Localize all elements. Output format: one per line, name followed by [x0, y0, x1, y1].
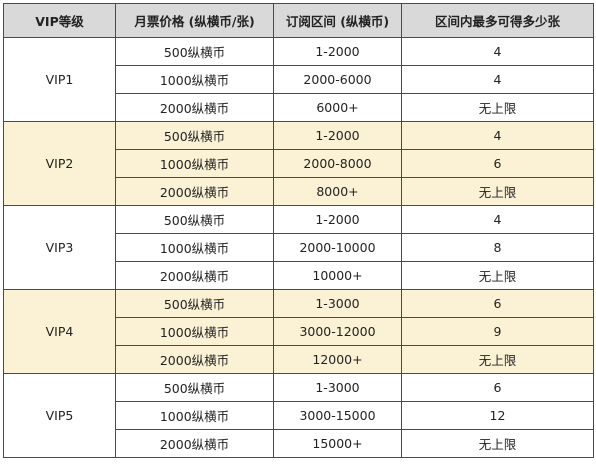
subscription-range-cell: 1-2000 — [273, 121, 402, 150]
table-row: VIP2 500纵横币 1-2000 4 — [3, 121, 594, 206]
table-row: 1000纵横币 2000-6000 4 — [4, 65, 594, 94]
subscription-range-cell: 1-3000 — [273, 289, 402, 318]
table-body: VIP1 500纵横币 1-2000 4 1000纵横币 2000-6000 4 2000纵横… — [3, 37, 594, 458]
ticket-price-cell: 500纵横币 — [115, 289, 274, 318]
ticket-price-cell: 1000纵横币 — [115, 233, 274, 262]
ticket-price-cell: 1000纵横币 — [115, 401, 274, 430]
header-ticket-price: 月票价格 (纵横币/张) — [115, 3, 274, 38]
subscription-range-cell: 2000-8000 — [273, 149, 402, 178]
header-vip-level: VIP等级 — [3, 3, 116, 38]
ticket-price-cell: 1000纵横币 — [115, 317, 274, 346]
ticket-price-cell: 500纵横币 — [115, 205, 274, 234]
header-max-tickets: 区间内最多可得多少张 — [401, 3, 594, 38]
vip-level-cell: VIP1 — [3, 37, 116, 122]
max-tickets-cell: 8 — [401, 233, 594, 262]
subscription-range-cell: 1-2000 — [273, 205, 402, 234]
vip-monthly-ticket-table: VIP等级 月票价格 (纵横币/张) 订阅区间 (纵横币) 区间内最多可得多少张… — [3, 3, 594, 458]
subscription-range-cell: 2000-6000 — [273, 65, 402, 94]
max-tickets-cell: 无上限 — [401, 429, 594, 458]
ticket-price-cell: 500纵横币 — [115, 373, 274, 402]
ticket-price-cell: 1000纵横币 — [115, 149, 274, 178]
max-tickets-cell: 12 — [401, 401, 594, 430]
table-row: VIP1 500纵横币 1-2000 4 — [3, 37, 594, 122]
header-row: VIP等级 月票价格 (纵横币/张) 订阅区间 (纵横币) 区间内最多可得多少张 — [3, 3, 594, 38]
table-row: 2000纵横币 12000+ 无上限 — [4, 345, 594, 374]
subscription-range-cell: 1-2000 — [273, 37, 402, 66]
ticket-price-cell: 2000纵横币 — [115, 177, 274, 206]
vip-level-cell: VIP5 — [3, 373, 116, 458]
table-row: 2000纵横币 15000+ 无上限 — [4, 429, 594, 458]
ticket-price-cell: 500纵横币 — [115, 121, 274, 150]
table-row: VIP3 500纵横币 1-2000 4 — [3, 205, 594, 290]
subscription-range-cell: 1-3000 — [273, 373, 402, 402]
ticket-price-cell: 2000纵横币 — [115, 429, 274, 458]
ticket-price-cell: 2000纵横币 — [115, 93, 274, 122]
max-tickets-cell: 4 — [401, 65, 594, 94]
subscription-range-cell: 3000-15000 — [273, 401, 402, 430]
table-row: 1000纵横币 2000-8000 6 — [4, 149, 594, 178]
vip-level-cell: VIP3 — [3, 205, 116, 290]
max-tickets-cell: 4 — [401, 121, 594, 150]
ticket-price-cell: 2000纵横币 — [115, 261, 274, 290]
subscription-range-cell: 15000+ — [273, 429, 402, 458]
header-subscription-range: 订阅区间 (纵横币) — [273, 3, 402, 38]
vip-level-cell: VIP2 — [3, 121, 116, 206]
table-row: 1000纵横币 2000-10000 8 — [4, 233, 594, 262]
max-tickets-cell: 无上限 — [401, 93, 594, 122]
subscription-range-cell: 6000+ — [273, 93, 402, 122]
subscription-range-cell: 8000+ — [273, 177, 402, 206]
max-tickets-cell: 9 — [401, 317, 594, 346]
vip-level-cell: VIP4 — [3, 289, 116, 374]
ticket-price-cell: 500纵横币 — [115, 37, 274, 66]
subscription-range-cell: 3000-12000 — [273, 317, 402, 346]
table-row: 2000纵横币 10000+ 无上限 — [4, 261, 594, 290]
table-row: 2000纵横币 8000+ 无上限 — [4, 177, 594, 206]
max-tickets-cell: 6 — [401, 373, 594, 402]
table-row: VIP5 500纵横币 1-3000 6 — [3, 373, 594, 458]
max-tickets-cell: 6 — [401, 149, 594, 178]
subscription-range-cell: 10000+ — [273, 261, 402, 290]
max-tickets-cell: 4 — [401, 205, 594, 234]
max-tickets-cell: 6 — [401, 289, 594, 318]
table-row: 1000纵横币 3000-12000 9 — [4, 317, 594, 346]
max-tickets-cell: 无上限 — [401, 261, 594, 290]
ticket-price-cell: 2000纵横币 — [115, 345, 274, 374]
table-header: VIP等级 月票价格 (纵横币/张) 订阅区间 (纵横币) 区间内最多可得多少张 — [3, 3, 594, 38]
subscription-range-cell: 2000-10000 — [273, 233, 402, 262]
max-tickets-cell: 无上限 — [401, 177, 594, 206]
max-tickets-cell: 无上限 — [401, 345, 594, 374]
ticket-price-cell: 1000纵横币 — [115, 65, 274, 94]
table-row: VIP4 500纵横币 1-3000 6 — [3, 289, 594, 374]
max-tickets-cell: 4 — [401, 37, 594, 66]
subscription-range-cell: 12000+ — [273, 345, 402, 374]
